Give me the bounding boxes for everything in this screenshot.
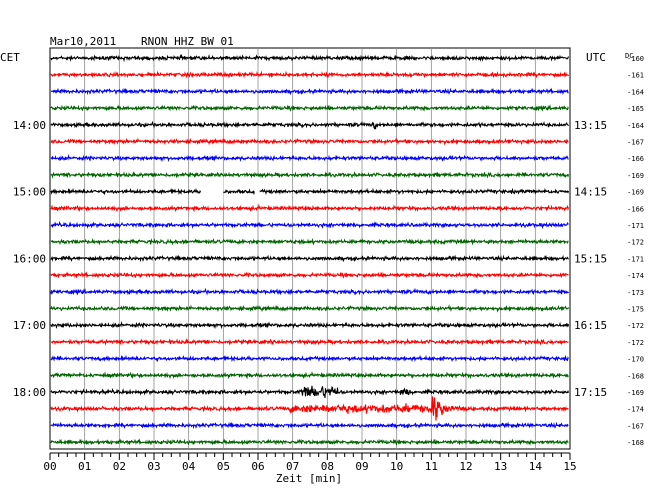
- dc-offset-label: -160: [627, 55, 644, 63]
- x-tick-label: 03: [147, 460, 160, 473]
- x-tick-label: 15: [563, 460, 576, 473]
- trace-row-1: [50, 70, 569, 79]
- dc-offset-label: -166: [627, 205, 644, 213]
- x-tick-label: 00: [43, 460, 56, 473]
- dc-offset-label: -169: [627, 172, 644, 180]
- header-date: Mar10,2011: [50, 35, 116, 48]
- trace-row-9: [50, 204, 570, 213]
- x-tick-label: 08: [321, 460, 334, 473]
- x-tick-label: 10: [390, 460, 403, 473]
- x-tick-label: 14: [529, 460, 543, 473]
- x-tick-label: 05: [217, 460, 230, 473]
- utc-time-label: 13:15: [574, 119, 607, 132]
- trace-row-22: [50, 421, 569, 430]
- trace-row-15: [50, 304, 570, 313]
- trace-row-16: [50, 320, 570, 330]
- dc-offset-label: -171: [627, 222, 644, 230]
- minute-grid: [84, 48, 536, 449]
- dc-offset-label: -174: [627, 406, 644, 414]
- trace-row-23: [50, 438, 569, 446]
- dc-offset-label: -175: [627, 306, 644, 314]
- trace-row-7: [50, 171, 570, 179]
- right-zone-label: UTC: [586, 51, 606, 64]
- dc-offset-label: -168: [627, 372, 644, 380]
- x-tick-label: 11: [425, 460, 438, 473]
- trace-row-4: [50, 120, 569, 130]
- dc-label: DC: [625, 52, 633, 60]
- trace-row-18: [50, 354, 569, 363]
- trace-row-3: [50, 104, 569, 112]
- cet-time-label: 18:00: [13, 386, 46, 399]
- data-gap-0: [200, 176, 224, 204]
- dc-offset-label: -172: [627, 239, 644, 247]
- dc-offset-label: -164: [627, 88, 644, 96]
- dc-offset-label: -171: [627, 255, 644, 263]
- trace-layer: [50, 53, 570, 446]
- plot-border: [49, 47, 571, 450]
- utc-time-label: 14:15: [574, 186, 607, 199]
- dc-offset-label: -172: [627, 322, 644, 330]
- trace-row-13: [50, 271, 569, 279]
- dc-offset-label: -166: [627, 155, 644, 163]
- x-axis: 00 01 02 03 04 05 06 07 08 09 10 11 12 13 14 15: [43, 452, 577, 473]
- dc-offset-label: -174: [627, 272, 644, 280]
- trace-row-11: [50, 237, 569, 246]
- trace-row-0: [50, 53, 570, 63]
- x-tick-label: 12: [459, 460, 472, 473]
- data-gap-1: [254, 176, 260, 204]
- dc-offset-label: -172: [627, 339, 644, 347]
- x-tick-label: 07: [286, 460, 299, 473]
- dc-offset-label: -169: [627, 389, 644, 397]
- trace-row-5: [50, 137, 569, 146]
- left-zone-label: CET: [0, 51, 20, 64]
- x-tick-label: 09: [355, 460, 368, 473]
- dc-offset-label: -168: [627, 439, 644, 447]
- cet-time-label: 15:00: [13, 186, 46, 199]
- dc-offset-label: -161: [627, 72, 644, 80]
- x-axis-title: Zeit [min]: [276, 472, 342, 485]
- data-gap-layer: [200, 176, 260, 204]
- trace-row-2: [50, 87, 569, 96]
- x-tick-label: 04: [182, 460, 196, 473]
- dc-offset-label: -165: [627, 105, 644, 113]
- utc-time-label: 16:15: [574, 319, 607, 332]
- dc-offset-label: -167: [627, 422, 644, 430]
- utc-time-label: 17:15: [574, 386, 607, 399]
- dc-offset-label: -164: [627, 122, 644, 130]
- trace-row-21: [50, 396, 569, 421]
- trace-row-10: [50, 220, 569, 230]
- dc-offset-label: -167: [627, 139, 644, 147]
- time-labels: 14:00 15:00 16:00 17:00 18:00 13:15 14:15 15:15…: [13, 55, 644, 447]
- x-tick-label: 02: [113, 460, 126, 473]
- cet-time-label: 17:00: [13, 319, 46, 332]
- trace-row-6: [50, 153, 569, 163]
- plot-frame: [49, 47, 571, 450]
- trace-row-8: [50, 187, 570, 196]
- trace-row-19: [50, 371, 569, 380]
- dc-offset-label: -169: [627, 189, 644, 197]
- cet-time-label: 14:00: [13, 119, 46, 132]
- cet-time-label: 16:00: [13, 252, 46, 265]
- dc-offset-label: -173: [627, 289, 644, 297]
- utc-time-label: 15:15: [574, 252, 607, 265]
- trace-row-17: [50, 338, 569, 346]
- header-station: RNON HHZ BW 01: [141, 35, 234, 48]
- trace-row-20: [50, 385, 570, 399]
- x-tick-label: 13: [494, 460, 507, 473]
- x-tick-label: 01: [78, 460, 91, 473]
- trace-row-14: [50, 287, 569, 296]
- x-tick-label: 06: [251, 460, 264, 473]
- dc-offset-label: -170: [627, 356, 644, 364]
- trace-row-12: [50, 254, 569, 263]
